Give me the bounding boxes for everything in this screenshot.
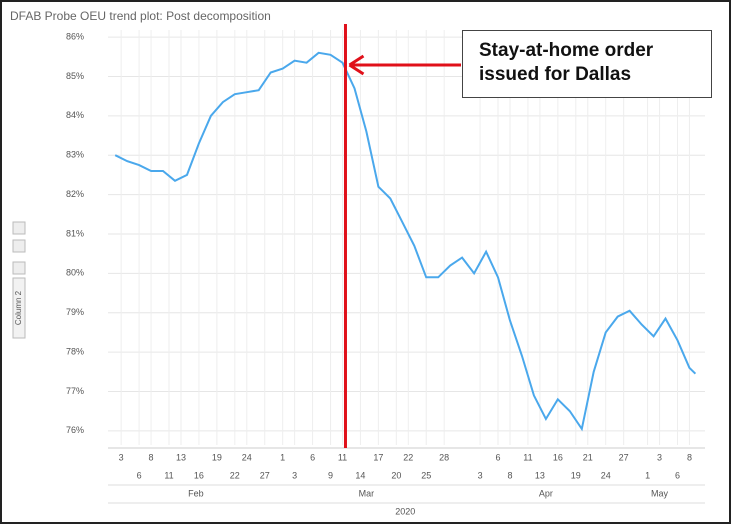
- month-label: May: [651, 488, 669, 498]
- x-tick-label: 28: [439, 452, 449, 462]
- y-tick-label: 81%: [66, 228, 84, 238]
- x-tick-label: 3: [478, 470, 483, 480]
- x-tick-label: 17: [373, 452, 383, 462]
- control-button[interactable]: [12, 261, 26, 275]
- x-tick-label: 11: [338, 452, 347, 462]
- x-tick-label: 20: [391, 470, 401, 480]
- x-tick-label: 6: [310, 452, 315, 462]
- x-tick-label: 19: [212, 452, 222, 462]
- year-label: 2020: [395, 506, 415, 516]
- x-tick-label: 27: [260, 470, 270, 480]
- x-tick-label: 24: [242, 452, 252, 462]
- control-button[interactable]: [12, 239, 26, 253]
- x-tick-label: 6: [137, 470, 142, 480]
- arrow-head: [348, 54, 365, 76]
- x-tick-label: 1: [645, 470, 650, 480]
- x-tick-label: 3: [119, 452, 124, 462]
- x-tick-label: 6: [675, 470, 680, 480]
- control-button[interactable]: [12, 221, 26, 235]
- y-tick-label: 76%: [66, 425, 84, 435]
- y-tick-label: 83%: [66, 150, 84, 160]
- y-tick-label: 77%: [66, 386, 84, 396]
- annotation-box: Stay-at-home order issued for Dallas: [462, 30, 712, 98]
- x-tick-label: 13: [535, 470, 545, 480]
- x-tick-label: 19: [571, 470, 581, 480]
- x-tick-label: 16: [553, 452, 563, 462]
- x-tick-label: 8: [687, 452, 692, 462]
- x-tick-label: 8: [507, 470, 512, 480]
- chart-title: DFAB Probe OEU trend plot: Post decompos…: [10, 9, 271, 23]
- y-tick-label: 82%: [66, 189, 84, 199]
- x-tick-label: 27: [619, 452, 629, 462]
- x-tick-label: 21: [583, 452, 593, 462]
- x-tick-label: 16: [194, 470, 204, 480]
- x-tick-label: 13: [176, 452, 186, 462]
- month-label: Feb: [188, 488, 204, 498]
- x-tick-label: 14: [355, 470, 365, 480]
- data-line: [114, 51, 697, 432]
- y-tick-label: 79%: [66, 307, 84, 317]
- y-tick-label: 85%: [66, 71, 84, 81]
- x-tick-label: 22: [230, 470, 240, 480]
- x-tick-label: 1: [280, 452, 285, 462]
- x-tick-label: 24: [601, 470, 611, 480]
- y-tick-label: 84%: [66, 110, 84, 120]
- y-label-box: [12, 277, 26, 339]
- x-tick-label: 6: [496, 452, 501, 462]
- x-tick-label: 11: [164, 470, 173, 480]
- y-tick-label: 80%: [66, 268, 84, 278]
- x-tick-label: 22: [403, 452, 413, 462]
- month-label: Apr: [539, 488, 553, 498]
- x-tick-label: 11: [523, 452, 532, 462]
- x-tick-label: 9: [328, 470, 333, 480]
- month-label: Mar: [359, 488, 375, 498]
- y-axis-label: Column 2: [14, 290, 23, 325]
- y-tick-label: 78%: [66, 346, 84, 356]
- x-tick-label: 3: [657, 452, 662, 462]
- x-tick-label: 25: [421, 470, 431, 480]
- x-tick-label: 3: [292, 470, 297, 480]
- x-tick-label: 8: [149, 452, 154, 462]
- y-tick-label: 86%: [66, 31, 84, 41]
